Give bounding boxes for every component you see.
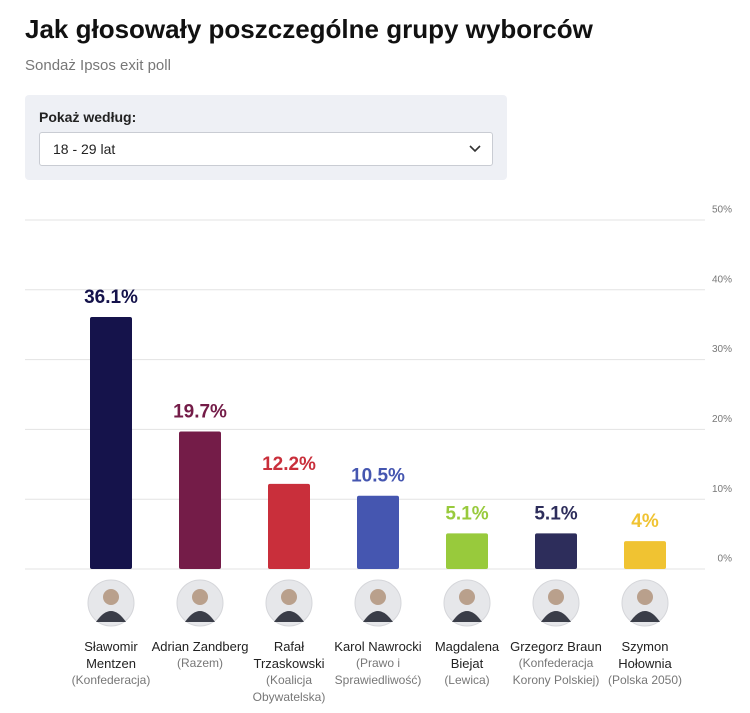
party-name: (Lewica) [444,673,490,687]
value-label: 5.1% [534,503,577,524]
avatar-body [185,611,215,622]
bar [357,495,399,569]
party-name: (Razem) [176,656,223,670]
candidate-label: Adrian Zandberg (Razem) [150,638,250,672]
dropdown-value: 18 - 29 lat [53,141,116,157]
value-label: 12.2% [262,454,316,475]
party-name: (Konfederacja) [71,673,151,687]
party-name: (Prawo i Sprawiedliwość) [334,656,422,687]
candidate-label: Sławomir Mentzen (Konfederacja) [61,638,161,689]
y-tick-label: 30% [712,344,732,355]
value-label: 10.5% [351,466,405,487]
bar [624,541,666,569]
avatar-head [370,589,386,605]
candidate-name: Magdalena Biejat [434,639,500,671]
candidate-label: Grzegorz Braun (Konfederacja Korony Polsk… [506,638,606,689]
candidate-name: Rafał Trzaskowski [253,639,325,671]
avatar-body [363,611,393,622]
avatar-body [96,611,126,622]
bar [90,317,132,569]
chevron [469,145,481,153]
candidate-label: Szymon Hołownia (Polska 2050) [595,638,695,689]
avatar-body [541,611,571,622]
y-tick-label: 40% [712,274,732,285]
candidate-name: Karol Nawrocki [334,639,422,654]
filter-label: Pokaż według: [39,109,137,125]
bar [535,533,577,569]
avatar-head [192,589,208,605]
candidate-name: Adrian Zandberg [151,639,249,654]
candidate-label: Karol Nawrocki (Prawo i Sprawiedliwość) [328,638,428,689]
dropdown[interactable]: 18 - 29 lat [39,132,493,166]
party-name: (Konfederacja Korony Polskiej) [512,656,600,687]
title: Jak głosowały poszczególne grupy wyborcó… [25,14,593,44]
y-tick-label: 50% [712,205,732,216]
candidate-label: Rafał Trzaskowski (Koalicja Obywatelska) [239,638,339,706]
candidate-name: Grzegorz Braun [510,639,602,654]
avatar-head [637,589,653,605]
value-label: 5.1% [445,503,488,524]
value-label: 19.7% [173,402,227,423]
bar [179,431,221,569]
avatar-body [274,611,304,622]
value-label: 36.1% [84,287,138,308]
filter-panel: Pokaż według: 18 - 29 lat [25,95,507,180]
candidate-label: Magdalena Biejat (Lewica) [417,638,517,689]
bar [268,483,310,569]
y-tick-label: 10% [712,484,732,495]
avatar-head [281,589,297,605]
y-tick-label: 0% [718,554,733,565]
candidate-name: Sławomir Mentzen [84,639,138,671]
value-label: 4% [631,511,659,532]
party-name: (Polska 2050) [607,673,683,687]
avatar-head [548,589,564,605]
avatar-body [452,611,482,622]
avatar-head [103,589,119,605]
y-tick-label: 20% [712,414,732,425]
avatar-head [459,589,475,605]
bar [446,533,488,569]
candidate-name: Szymon Hołownia [618,639,672,671]
subtitle: Sondaż Ipsos exit poll [25,57,171,74]
party-name: (Koalicja Obywatelska) [252,673,326,704]
avatar-body [630,611,660,622]
